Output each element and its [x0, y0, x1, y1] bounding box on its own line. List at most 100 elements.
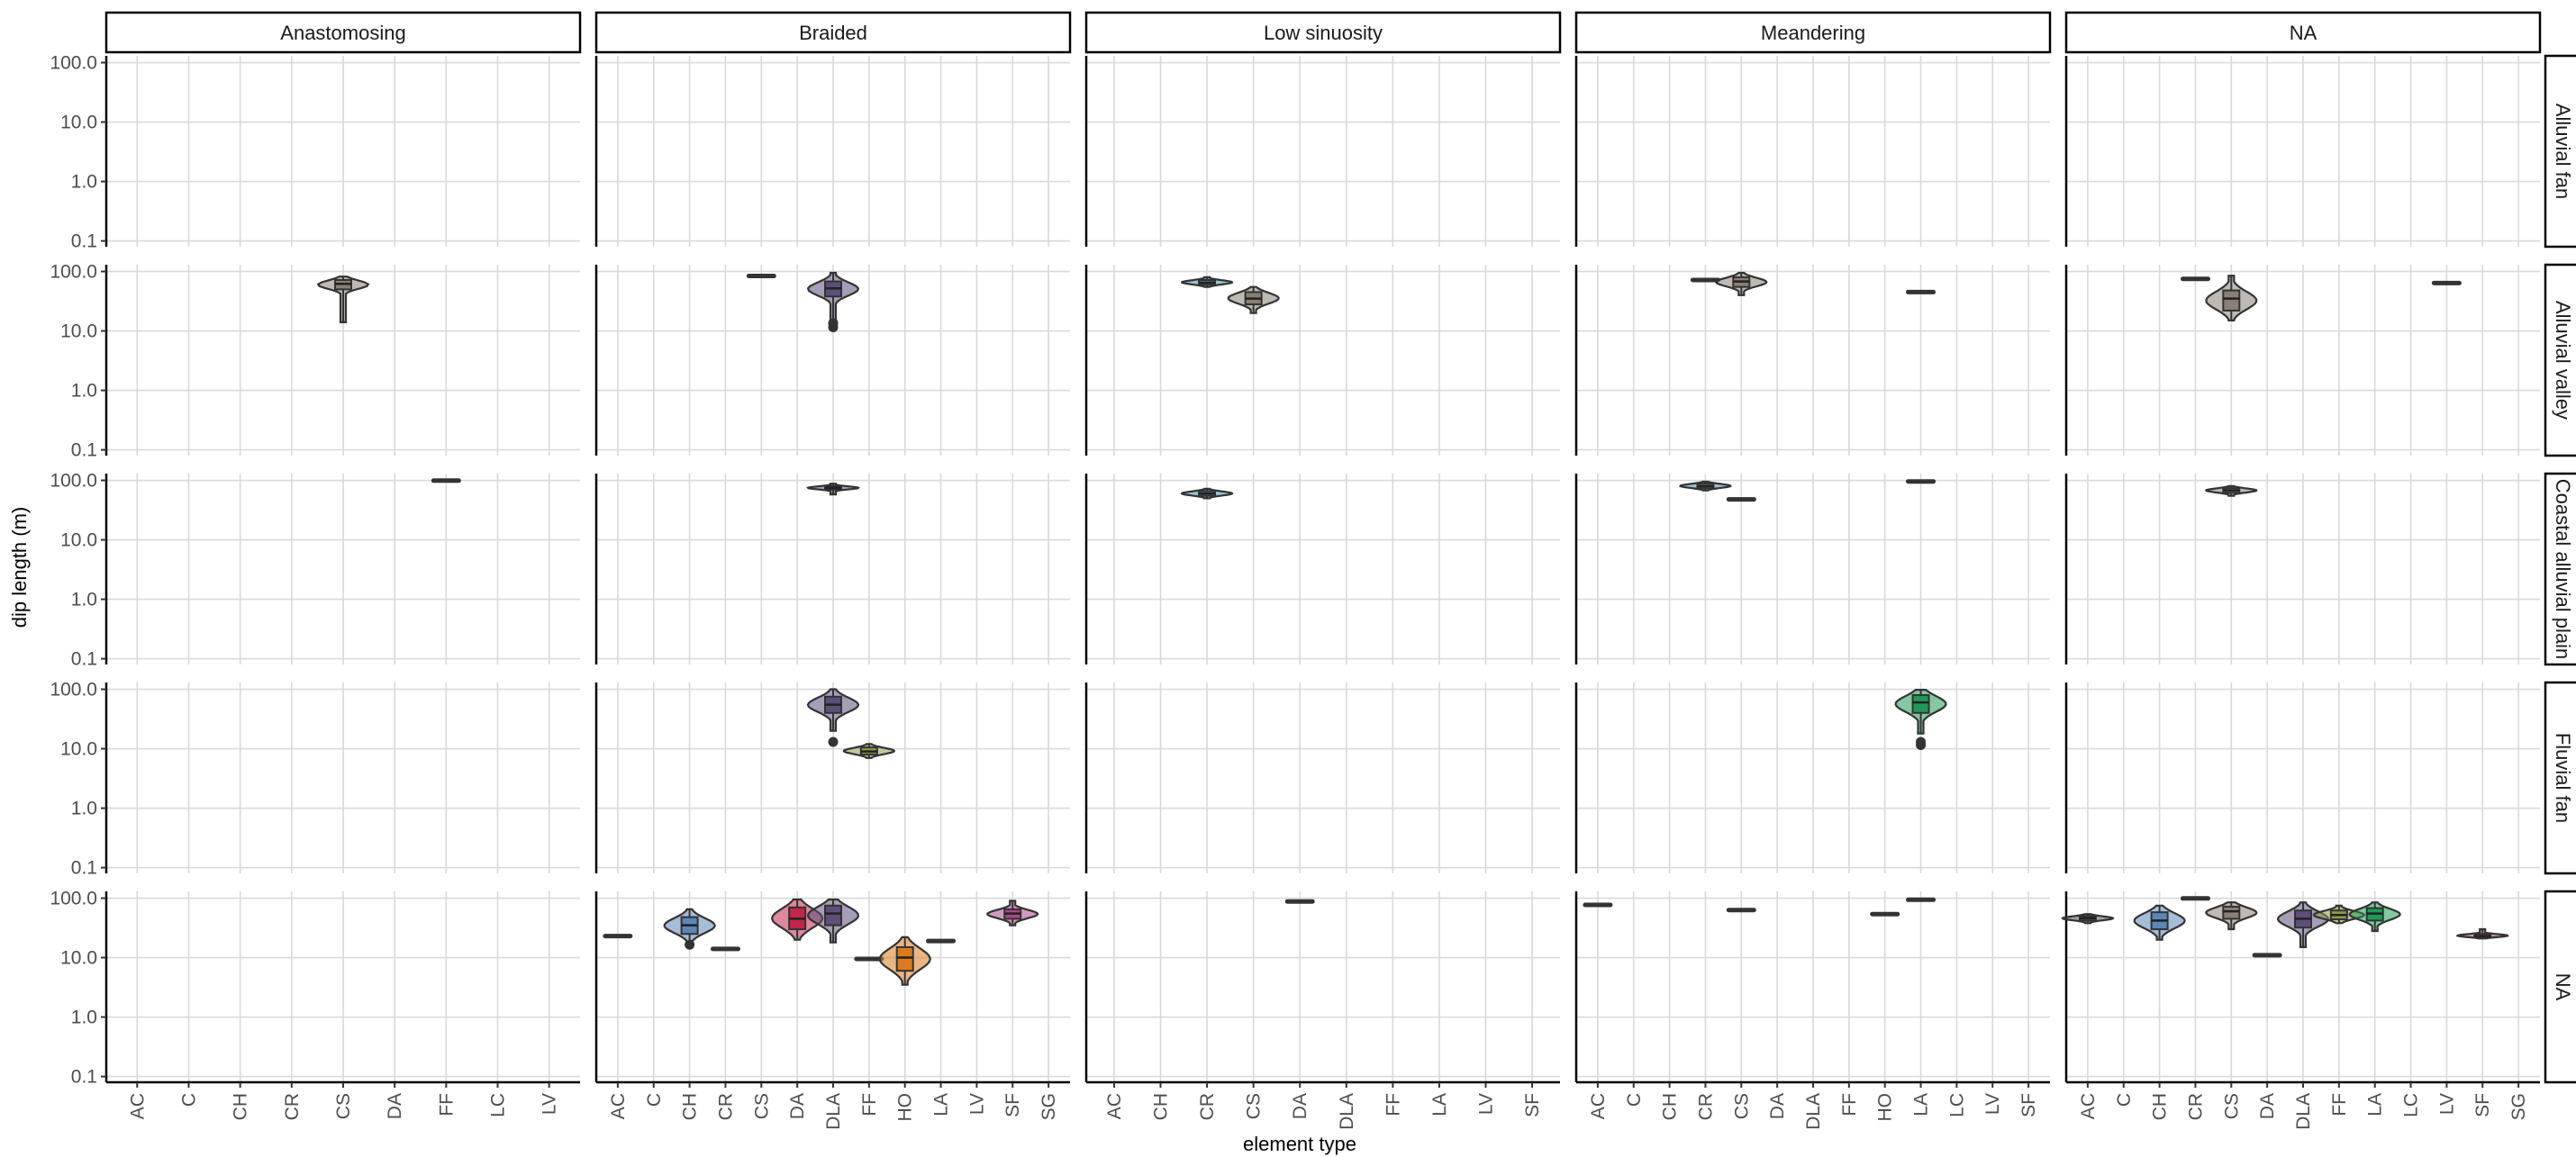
facet-panel — [1574, 56, 2050, 247]
box-iqr — [824, 904, 842, 927]
x-tick-label: SG — [2508, 1093, 2529, 1120]
x-tick-label: CR — [1695, 1093, 1716, 1120]
violin-group-cs — [2205, 275, 2258, 321]
x-tick-label: LA — [931, 1093, 952, 1116]
x-tick-label: FF — [2329, 1093, 2350, 1116]
row-strip — [2544, 890, 2576, 1084]
y-tick-label: 100.0 — [50, 53, 97, 74]
x-tick-label: C — [644, 1093, 665, 1107]
violin-group-cr — [1180, 276, 1234, 288]
violin-group-cs — [2205, 901, 2258, 931]
x-tick-label: CS — [2221, 1093, 2242, 1119]
violin-group-la — [2348, 901, 2401, 933]
violin-group-dla — [806, 483, 860, 496]
facet-panel — [1574, 682, 2050, 873]
column-strip — [594, 11, 1072, 54]
column-strip — [104, 11, 582, 54]
row-strip — [2544, 263, 2576, 457]
row-strip — [2544, 472, 2576, 666]
y-tick-label: 100.0 — [50, 680, 97, 701]
violin-group-la — [1894, 688, 1947, 751]
outlier-point — [685, 939, 695, 950]
x-tick-label: HO — [1875, 1093, 1896, 1122]
x-tick-label: SG — [1039, 1093, 1059, 1120]
violin-group-cs — [316, 276, 370, 323]
violin-group-ho — [878, 936, 931, 986]
violin-group-ff — [842, 743, 896, 759]
column-strip — [2064, 11, 2542, 54]
facet-panel — [1084, 682, 1560, 873]
panel-background — [1086, 56, 1560, 247]
violin-group-cs — [1227, 285, 1280, 314]
facet-panel — [2064, 682, 2540, 873]
x-tick-label: LA — [1429, 1093, 1450, 1116]
x-tick-label: DA — [385, 1093, 405, 1119]
facet-panel — [1084, 891, 1560, 1084]
violin-group-sf — [2455, 927, 2509, 940]
row-strip — [2544, 681, 2576, 875]
facet-panel — [594, 56, 1070, 247]
y-tick-label: 1.0 — [71, 799, 97, 819]
x-tick-label: DA — [1290, 1093, 1311, 1119]
x-tick-label: CR — [2185, 1093, 2206, 1120]
column-strip-label: Braided — [799, 22, 867, 44]
x-tick-label: CS — [333, 1093, 354, 1119]
x-tick-label: DA — [2257, 1093, 2278, 1119]
x-tick-label: HO — [895, 1093, 916, 1122]
box-iqr — [2222, 289, 2241, 312]
x-tick-label: LV — [966, 1093, 987, 1115]
x-axis-title: element type — [1243, 1133, 1356, 1155]
violin-group-dla — [806, 688, 860, 747]
x-tick-label: SF — [1002, 1093, 1023, 1117]
x-tick-label: DLA — [2293, 1093, 2314, 1130]
row-strip — [2544, 54, 2576, 249]
row-strip-label: Fluvial fan — [2552, 733, 2574, 823]
panel-background — [1086, 474, 1560, 664]
x-tick-label: AC — [1104, 1093, 1125, 1119]
violin-group-cs — [1715, 271, 1768, 296]
facet-panel — [1084, 56, 1560, 247]
x-tick-label: SF — [2472, 1093, 2493, 1117]
violin-group-sf — [985, 899, 1039, 927]
box-iqr — [2222, 905, 2241, 920]
x-tick-label: FF — [1383, 1093, 1403, 1116]
x-tick-label: CS — [1244, 1093, 1265, 1119]
y-tick-label: 10.0 — [60, 530, 97, 551]
x-tick-label: DLA — [1337, 1093, 1357, 1130]
x-tick-label: CR — [282, 1093, 303, 1120]
row-strip-label: NA — [2552, 973, 2574, 1001]
violin-group-dla — [806, 271, 860, 333]
facet-panel — [594, 265, 1070, 456]
row-strip-label: Alluvial fan — [2552, 104, 2574, 199]
x-tick-label: C — [178, 1093, 199, 1107]
facet-panel: 0.1 1.0 10.0 100.0 — [50, 53, 580, 252]
x-tick-label: AC — [127, 1093, 148, 1119]
x-tick-label: CH — [231, 1093, 251, 1120]
facet-panel — [2064, 474, 2540, 664]
x-tick-label: AC — [2078, 1093, 2099, 1119]
y-tick-label: 0.1 — [71, 1067, 97, 1088]
x-tick-label: DA — [1767, 1093, 1788, 1119]
violin-group-cr — [1180, 487, 1234, 500]
x-tick-label: CH — [680, 1093, 701, 1120]
x-tick-label: SF — [2018, 1093, 2039, 1117]
y-tick-label: 100.0 — [50, 262, 97, 283]
x-tick-label: LV — [2436, 1093, 2457, 1115]
x-tick-label: LC — [1946, 1093, 1967, 1117]
outlier-point — [828, 318, 839, 329]
x-tick-label: LC — [488, 1093, 509, 1117]
y-tick-label: 100.0 — [50, 889, 97, 909]
x-tick-label: CH — [1660, 1093, 1681, 1120]
panel-background — [1086, 265, 1560, 456]
facet-panel — [2064, 265, 2540, 456]
x-tick-label: FF — [1839, 1093, 1860, 1116]
x-tick-label: AC — [1588, 1093, 1609, 1119]
box-iqr — [895, 945, 914, 972]
x-tick-label: C — [2114, 1093, 2135, 1107]
outlier-point — [828, 737, 839, 747]
y-tick-label: 0.1 — [71, 440, 97, 461]
x-tick-label: DA — [787, 1093, 808, 1119]
y-tick-label: 10.0 — [60, 739, 97, 760]
violin-group-cr — [1679, 480, 1732, 492]
